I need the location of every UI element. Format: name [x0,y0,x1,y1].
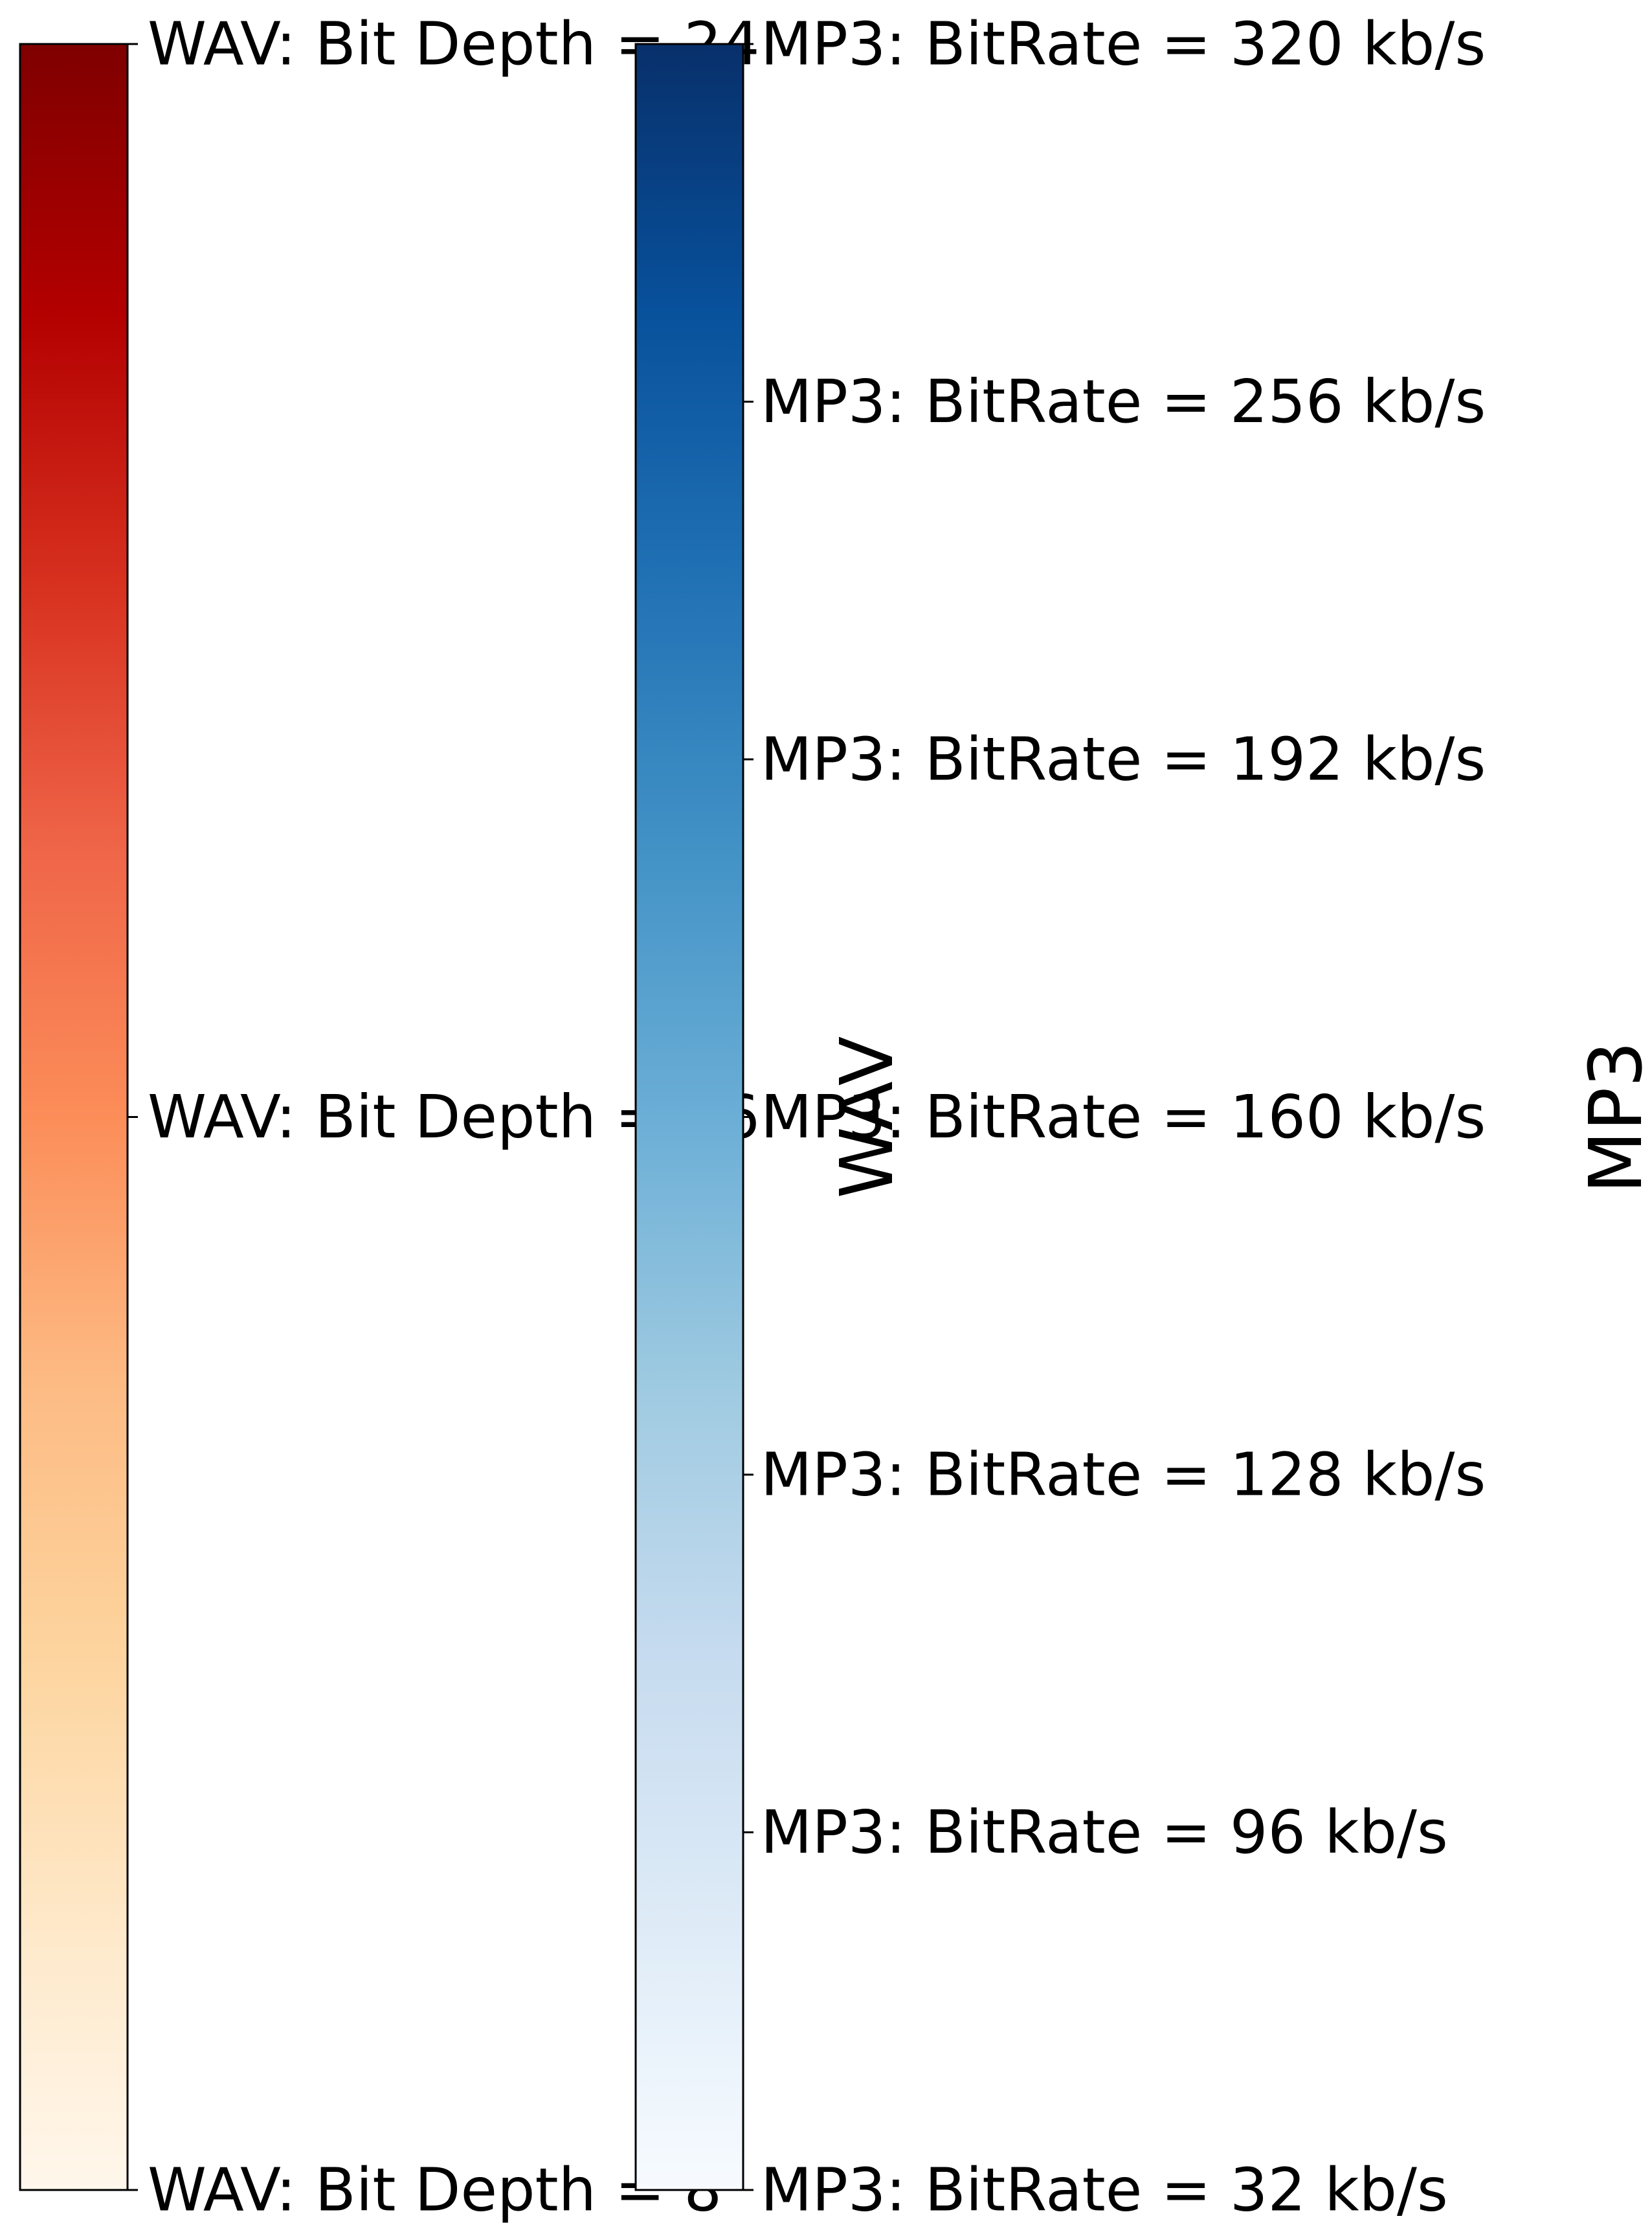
colorbar-mp3-tick-label: MP3: BitRate = 192 kb/s [761,725,1486,794]
colorbar-mp3-tick-label: MP3: BitRate = 128 kb/s [761,1440,1486,1510]
colorbar-mp3-gradient [634,43,744,2191]
colorbar-mp3-tick-label: MP3: BitRate = 320 kb/s [761,10,1486,79]
colorbar-mp3-tick-label: MP3: BitRate = 256 kb/s [761,367,1486,436]
colorbar-wav-tick-label: WAV: Bit Depth = 8 [148,2156,722,2225]
colorbar-mp3-tick-label: MP3: BitRate = 96 kb/s [761,1798,1448,1867]
colorbar-wav-axis-label: WAV [825,1036,910,1199]
colorbar-mp3-tick-label: MP3: BitRate = 160 kb/s [761,1082,1486,1152]
colorbar-wav-gradient [19,43,129,2191]
colorbar-mp3: MP3: BitRate = 32 kb/s MP3: BitRate = 96 … [634,10,1652,2225]
colorbar-mp3-tick-label: MP3: BitRate = 32 kb/s [761,2156,1448,2225]
colorbar-mp3-axis-label: MP3 [1574,1041,1652,1193]
